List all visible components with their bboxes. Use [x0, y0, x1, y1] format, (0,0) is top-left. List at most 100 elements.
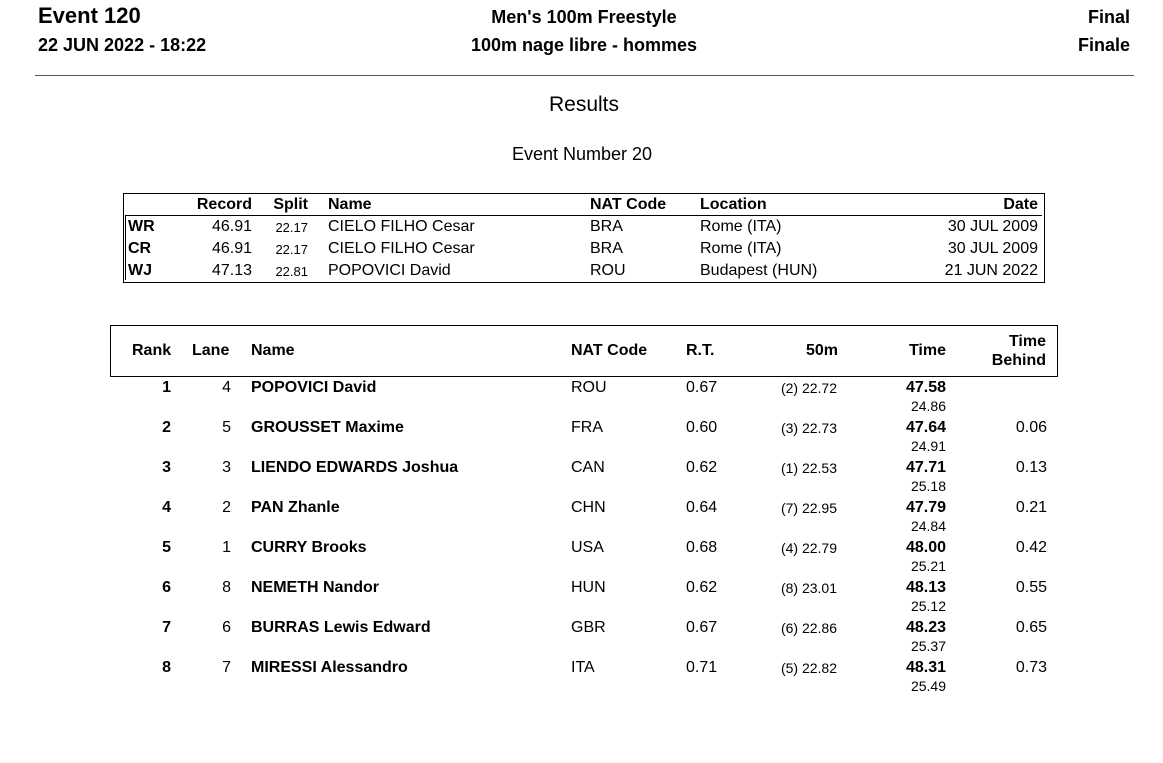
- result-split-100m: 24.86: [910, 398, 946, 414]
- result-lane: 8: [222, 579, 231, 596]
- results-header-name: Name: [251, 342, 295, 359]
- result-time: 47.71: [905, 459, 946, 476]
- result-split-100m: 25.12: [910, 598, 946, 614]
- result-time-behind: 0.73: [1015, 659, 1047, 676]
- result-rank: 5: [162, 539, 171, 556]
- record-type: CR: [128, 240, 152, 257]
- result-split-50m: (8) 23.01: [780, 580, 837, 596]
- result-lane: 3: [222, 459, 231, 476]
- record-split: 22.17: [275, 220, 308, 235]
- event-title-fr: 100m nage libre - hommes: [470, 35, 698, 55]
- result-rank: 8: [162, 659, 171, 676]
- records-header-nat: NAT Code: [590, 196, 667, 213]
- result-time-behind: 0.21: [1015, 499, 1047, 516]
- result-rank: 1: [162, 379, 171, 396]
- results-header-time: Time: [908, 342, 946, 359]
- event-label: Event 120: [38, 3, 141, 28]
- result-time: 48.31: [905, 659, 946, 676]
- result-split-100m: 24.84: [910, 518, 946, 534]
- record-split: 22.81: [275, 264, 308, 279]
- records-header-record: Record: [196, 196, 252, 213]
- result-lane: 6: [222, 619, 231, 636]
- result-rt: 0.67: [686, 379, 718, 396]
- result-split-50m: (1) 22.53: [780, 460, 837, 476]
- records-header-date: Date: [1003, 196, 1038, 213]
- records-header-split: Split: [273, 196, 308, 213]
- result-time-behind: 0.65: [1015, 619, 1047, 636]
- result-split-50m: (5) 22.82: [780, 660, 837, 676]
- result-split-50m: (7) 22.95: [780, 500, 837, 516]
- result-split-50m: (2) 22.72: [780, 380, 837, 396]
- result-rt: 0.68: [686, 539, 718, 556]
- result-lane: 2: [222, 499, 231, 516]
- result-rank: 3: [162, 459, 171, 476]
- record-nat: ROU: [590, 262, 626, 279]
- result-time: 48.23: [905, 619, 946, 636]
- result-name: CURRY Brooks: [251, 539, 367, 556]
- record-record: 47.13: [211, 262, 252, 279]
- result-rt: 0.71: [686, 659, 718, 676]
- record-record: 46.91: [211, 218, 252, 235]
- record-name: POPOVICI David: [328, 262, 451, 279]
- result-nat: ITA: [571, 659, 595, 676]
- record-date: 30 JUL 2009: [947, 218, 1038, 235]
- result-nat: ROU: [571, 379, 607, 396]
- result-rank: 7: [162, 619, 171, 636]
- record-split: 22.17: [275, 242, 308, 257]
- result-name: POPOVICI David: [251, 379, 377, 396]
- event-datetime: 22 JUN 2022 - 18:22: [38, 35, 207, 55]
- result-time: 48.13: [905, 579, 946, 596]
- result-name: PAN Zhanle: [251, 499, 340, 516]
- result-name: LIENDO EDWARDS Joshua: [251, 459, 459, 476]
- result-nat: CAN: [571, 459, 605, 476]
- result-rt: 0.60: [686, 419, 718, 436]
- result-name: NEMETH Nandor: [251, 579, 379, 596]
- result-nat: FRA: [571, 419, 603, 436]
- records-type-divider: [125, 216, 126, 280]
- result-nat: USA: [571, 539, 604, 556]
- result-split-100m: 24.91: [910, 438, 946, 454]
- record-type: WR: [128, 218, 155, 235]
- result-name: GROUSSET Maxime: [251, 419, 404, 436]
- record-date: 30 JUL 2009: [947, 240, 1038, 257]
- results-title: Results: [548, 93, 620, 116]
- records-header-divider: [125, 215, 1042, 216]
- results-header-behind-1: Time: [1008, 333, 1046, 350]
- result-split-50m: (6) 22.86: [780, 620, 837, 636]
- results-header-50m: 50m: [805, 342, 838, 359]
- result-rank: 6: [162, 579, 171, 596]
- results-header-nat: NAT Code: [571, 342, 648, 359]
- record-name: CIELO FILHO Cesar: [328, 240, 475, 257]
- results-header-rt: R.T.: [686, 342, 715, 359]
- result-lane: 4: [222, 379, 231, 396]
- result-split-100m: 25.37: [910, 638, 946, 654]
- result-name: MIRESSI Alessandro: [251, 659, 408, 676]
- record-record: 46.91: [211, 240, 252, 257]
- result-nat: GBR: [571, 619, 606, 636]
- result-time: 48.00: [905, 539, 946, 556]
- result-split-50m: (4) 22.79: [780, 540, 837, 556]
- result-rank: 2: [162, 419, 171, 436]
- phase-fr: Finale: [1077, 35, 1130, 55]
- records-table: [123, 193, 1045, 283]
- result-name: BURRAS Lewis Edward: [251, 619, 431, 636]
- result-split-100m: 25.21: [910, 558, 946, 574]
- event-number: Event Number 20: [511, 144, 653, 164]
- result-rank: 4: [162, 499, 171, 516]
- result-rt: 0.64: [686, 499, 718, 516]
- record-type: WJ: [128, 262, 152, 279]
- result-nat: CHN: [571, 499, 606, 516]
- results-header-lane: Lane: [192, 342, 230, 359]
- result-time: 47.64: [905, 419, 946, 436]
- result-time-behind: 0.55: [1015, 579, 1047, 596]
- result-lane: 5: [222, 419, 231, 436]
- result-split-50m: (3) 22.73: [780, 420, 837, 436]
- result-time-behind: 0.06: [1015, 419, 1047, 436]
- result-lane: 1: [222, 539, 231, 556]
- header-divider: [35, 75, 1134, 76]
- records-header-name: Name: [328, 196, 372, 213]
- record-nat: BRA: [590, 240, 623, 257]
- event-title-en: Men's 100m Freestyle: [491, 7, 677, 27]
- records-header-location: Location: [700, 196, 767, 213]
- record-date: 21 JUN 2022: [944, 262, 1038, 279]
